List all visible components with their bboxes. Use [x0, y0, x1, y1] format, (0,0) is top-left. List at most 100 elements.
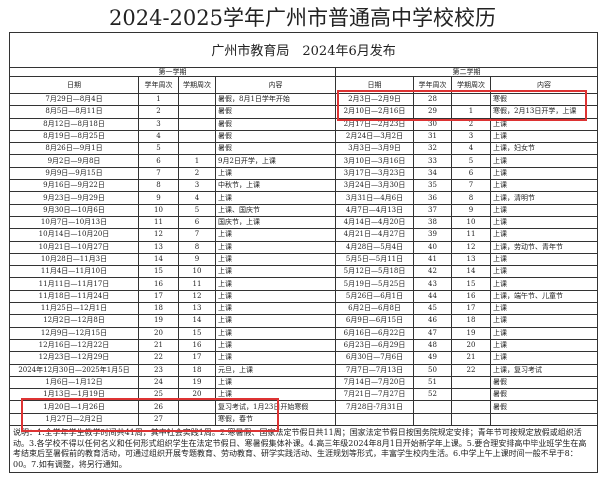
term-week-cell: 9 [451, 203, 491, 217]
content-cell: 元旦，上课 [215, 363, 336, 377]
term-week-cell: 12 [451, 240, 491, 254]
date-cell: 3月31日—4月6日 [335, 191, 414, 205]
year-week-cell: 20 [138, 326, 179, 340]
year-week-cell: 10 [138, 203, 179, 217]
date-cell: 6月30日—7月6日 [335, 351, 414, 365]
year-week-cell: 33 [413, 154, 452, 168]
date-cell: 2月10日—2月16日 [335, 105, 414, 119]
date-cell: 5月12日—5月18日 [335, 265, 414, 279]
year-week-cell: 17 [138, 289, 179, 304]
year-week-cell: 4 [138, 129, 179, 144]
date-cell: 2月3日—2月9日 [335, 92, 414, 107]
table-row: 12月9日—12月15日 20 15 上课 6月16日—6月22日 47 19 上课 [9, 326, 599, 340]
date-cell: 3月10日—3月16日 [335, 154, 414, 168]
date-cell: 8月19日—8月25日 [9, 129, 139, 144]
content-cell: 上课，复习考试 [489, 363, 599, 377]
table-row: 1月13日—1月19日 25 20 上课 7月21日—7月27日 52 暑假 [9, 388, 599, 402]
term-week-cell: 21 [451, 351, 491, 365]
term-week-cell [178, 412, 216, 427]
date-cell [335, 412, 414, 427]
content-cell: 上课 [489, 215, 599, 230]
content-cell [489, 412, 599, 427]
date-cell: 9月23日—9月29日 [9, 191, 139, 205]
date-cell: 9月30日—10月6日 [9, 203, 139, 217]
col-content: 内容 [215, 76, 336, 94]
content-cell: 上课 [215, 314, 336, 328]
term-week-cell: 1 [451, 105, 491, 119]
table-row: 9月9日—9月15日 7 2 上课 3月17日—3月23日 34 6 上课 [9, 166, 599, 181]
table-row: 9月23日—9月29日 9 4 上课 3月31日—4月6日 36 8 上课，清明节 [9, 191, 599, 205]
term-week-cell [178, 129, 216, 144]
term-week-cell: 11 [451, 228, 491, 242]
year-week-cell: 39 [413, 228, 452, 242]
term-week-cell: 3 [178, 179, 216, 193]
term-week-cell [178, 142, 216, 156]
content-cell: 上课 [215, 252, 336, 267]
year-week-cell: 14 [138, 252, 179, 267]
term-week-cell: 22 [451, 363, 491, 377]
year-week-cell: 41 [413, 252, 452, 267]
content-cell: 寒假，春节 [215, 412, 336, 427]
year-week-cell: 34 [413, 166, 452, 181]
year-week-cell: 47 [413, 326, 452, 340]
term-week-cell: 15 [178, 326, 216, 340]
content-cell: 上课 [489, 326, 599, 340]
year-week-cell: 7 [138, 166, 179, 181]
year-week-cell: 2 [138, 105, 179, 119]
table-row: 8月26日—9月1日 5 暑假 3月3日—3月9日 32 4 上课，妇女节 [9, 142, 599, 156]
year-week-cell: 45 [413, 302, 452, 316]
term-week-cell [451, 375, 491, 390]
table-row: 12月23日—12月29日 22 17 上课 6月30日—7月6日 49 21 上课 [9, 351, 599, 365]
year-week-cell: 42 [413, 265, 452, 279]
term-week-cell: 10 [178, 265, 216, 279]
year-week-cell: 31 [413, 129, 452, 144]
content-cell: 上课 [489, 117, 599, 131]
term-week-cell: 8 [178, 240, 216, 254]
date-cell: 7月29日—8月4日 [9, 92, 139, 107]
content-cell: 9月2日开学，上课 [215, 154, 336, 168]
content-cell: 复习考试，1月23日开始寒假 [215, 400, 336, 414]
table-row: 11月4日—11月10日 15 10 上课 5月12日—5月18日 42 14 上课 [9, 265, 599, 279]
term-week-cell [178, 105, 216, 119]
content-cell: 暑假 [215, 117, 336, 131]
term-week-cell [451, 388, 491, 402]
term-week-cell [451, 400, 491, 414]
year-week-cell: 13 [138, 240, 179, 254]
year-week-cell: 11 [138, 215, 179, 230]
table-row: 11月25日—12月1日 18 13 上课 6月2日—6月8日 45 17 上课 [9, 302, 599, 316]
table-row: 11月11日—11月17日 16 11 上课 5月19日—5月25日 43 15 上课 [9, 277, 599, 291]
date-cell: 3月3日—3月9日 [335, 142, 414, 156]
publisher-line: 广州市教育局 2024年6月发布 [8, 32, 599, 68]
term-week-cell: 2 [451, 117, 491, 131]
table-row: 10月28日—11月3日 14 9 上课 5月5日—5月11日 41 13 上课 [9, 252, 599, 267]
year-week-cell: 26 [138, 400, 179, 414]
term-week-cell: 4 [178, 191, 216, 205]
term-week-cell: 5 [178, 203, 216, 217]
semester2-heading: 第二学期 [334, 67, 599, 77]
date-cell: 12月16日—12月22日 [9, 338, 139, 353]
content-cell: 上课 [489, 179, 599, 193]
year-week-cell: 52 [413, 388, 452, 402]
page-title: 2024-2025学年广州市普通高中学校校历 [109, 6, 496, 30]
table-row: 1月27日—2月2日 27 寒假，春节 [9, 412, 599, 427]
table-row: 8月5日—8月11日 2 暑假 2月10日—2月16日 29 1 寒假，2月13日开学，上课 [9, 105, 599, 119]
table-row: 8月19日—8月25日 4 暑假 2月24日—3月2日 31 3 上课 [9, 129, 599, 144]
content-cell: 上课 [489, 228, 599, 242]
school-calendar-table: 广州市教育局 2024年6月发布 第一学期 第二学期 日期 学年周次 学期周次 内… [8, 32, 599, 474]
notes: 说明：1.全学年学生教学时间共41周，其中社会实践1周。2.寒暑假、国家法定节假… [8, 425, 599, 474]
year-week-cell: 24 [138, 375, 179, 390]
content-cell: 暑假 [489, 388, 599, 402]
content-cell: 上课 [489, 265, 599, 279]
col-content: 内容 [489, 76, 599, 94]
term-week-cell: 18 [451, 314, 491, 328]
term-week-cell: 9 [178, 252, 216, 267]
table-row: 12月16日—12月22日 21 16 上课 6月23日—6月29日 48 20 上课 [9, 338, 599, 353]
year-week-cell: 50 [413, 363, 452, 377]
date-cell: 10月21日—10月27日 [9, 240, 139, 254]
content-cell: 上课 [215, 326, 336, 340]
year-week-cell: 25 [138, 388, 179, 402]
date-cell: 9月2日—9月8日 [9, 154, 139, 168]
year-week-cell: 37 [413, 203, 452, 217]
content-cell: 上课、国庆节 [215, 203, 336, 217]
year-week-cell: 21 [138, 338, 179, 353]
